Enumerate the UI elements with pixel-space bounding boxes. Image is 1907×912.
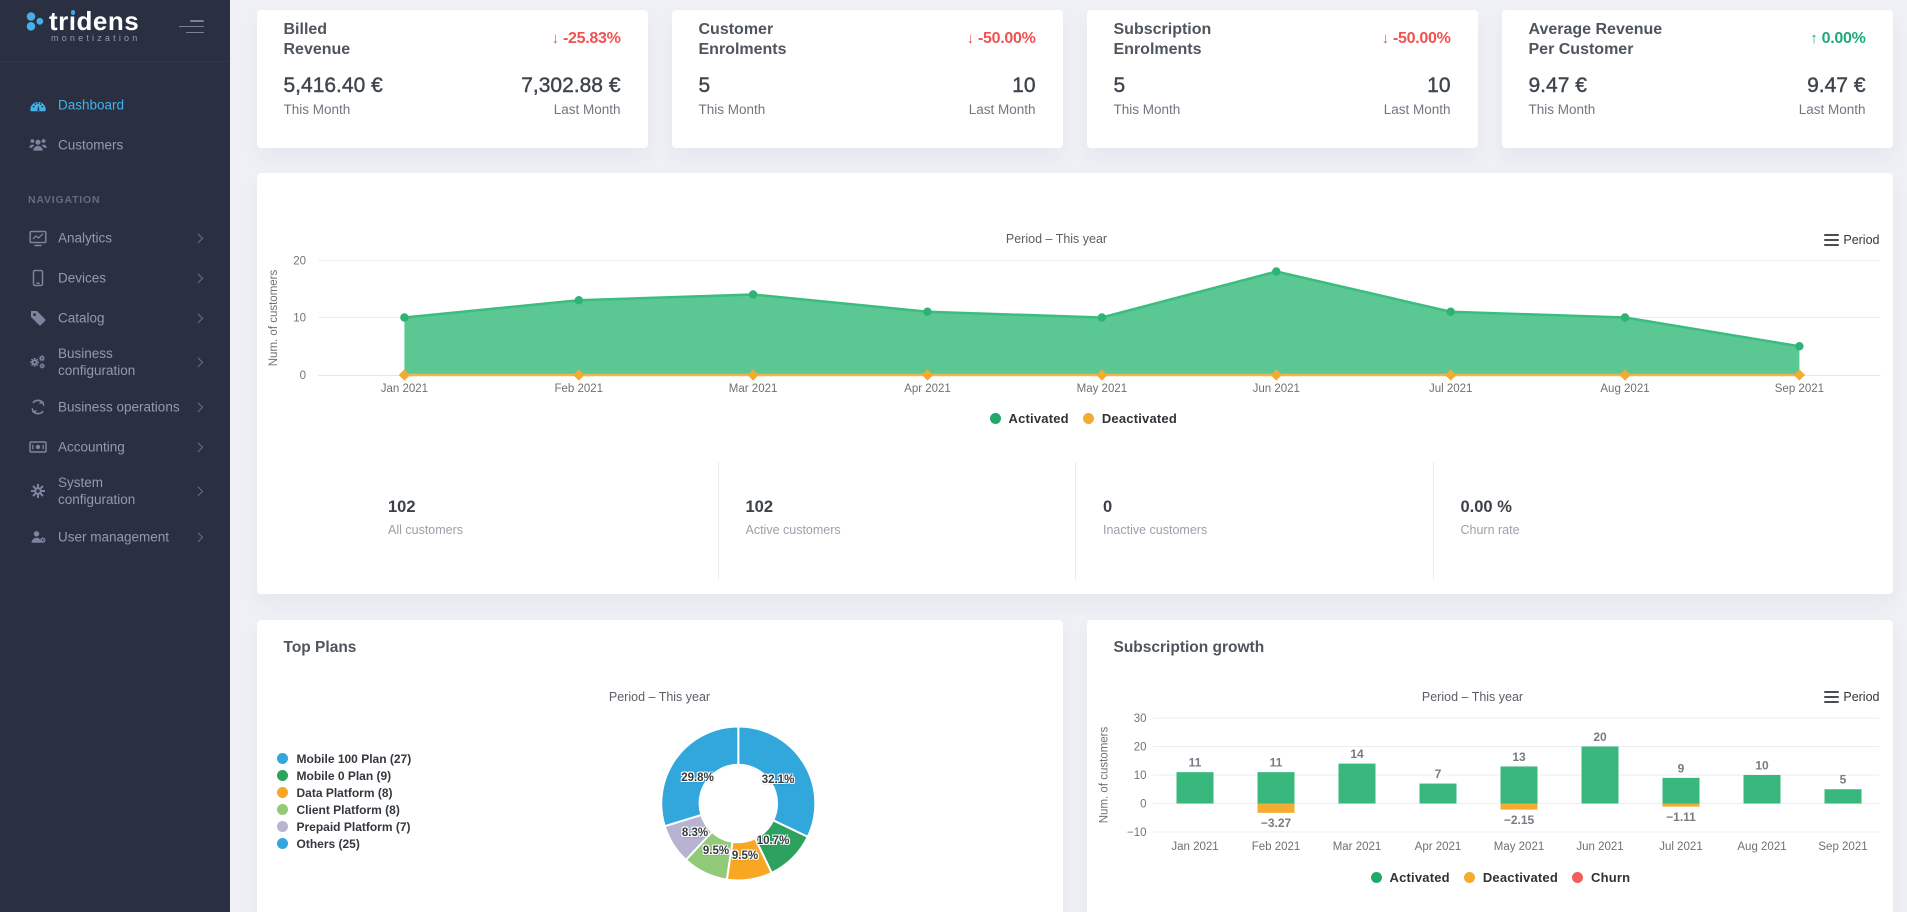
svg-text:Jun 2021: Jun 2021 — [1252, 383, 1299, 395]
svg-text:20: 20 — [1133, 742, 1146, 754]
svg-text:−2.15: −2.15 — [1503, 813, 1534, 827]
svg-text:−3.27: −3.27 — [1260, 816, 1291, 830]
svg-text:9: 9 — [1677, 761, 1684, 775]
svg-text:30: 30 — [1133, 713, 1146, 725]
svg-text:Num. of customers: Num. of customers — [268, 270, 280, 367]
svg-text:Sep 2021: Sep 2021 — [1774, 383, 1823, 395]
svg-text:10: 10 — [1755, 759, 1769, 773]
svg-text:11: 11 — [1188, 756, 1201, 770]
svg-text:Jan 2021: Jan 2021 — [1171, 841, 1218, 853]
svg-text:10: 10 — [293, 313, 306, 325]
svg-text:11: 11 — [1269, 756, 1282, 770]
svg-text:−1.11: −1.11 — [1666, 810, 1696, 824]
svg-text:20: 20 — [1593, 730, 1607, 744]
svg-text:Jan 2021: Jan 2021 — [380, 383, 427, 395]
svg-text:Apr 2021: Apr 2021 — [1414, 841, 1461, 853]
svg-text:0: 0 — [1140, 799, 1146, 811]
svg-text:Apr 2021: Apr 2021 — [904, 383, 951, 395]
svg-text:20: 20 — [293, 255, 306, 267]
svg-text:0: 0 — [299, 370, 305, 382]
svg-text:Aug 2021: Aug 2021 — [1737, 841, 1786, 853]
svg-text:Feb 2021: Feb 2021 — [554, 383, 603, 395]
svg-text:May 2021: May 2021 — [1076, 383, 1127, 395]
svg-text:Mar 2021: Mar 2021 — [1332, 841, 1381, 853]
svg-text:10: 10 — [1133, 770, 1146, 782]
svg-text:14: 14 — [1350, 747, 1364, 761]
svg-text:13: 13 — [1512, 750, 1526, 764]
svg-text:Aug 2021: Aug 2021 — [1600, 383, 1649, 395]
svg-text:Jun 2021: Jun 2021 — [1576, 841, 1623, 853]
svg-text:Num. of customers: Num. of customers — [1098, 727, 1110, 824]
svg-text:Jul 2021: Jul 2021 — [1659, 841, 1702, 853]
svg-text:Mar 2021: Mar 2021 — [728, 383, 777, 395]
svg-text:7: 7 — [1434, 767, 1441, 781]
svg-text:Jul 2021: Jul 2021 — [1428, 383, 1471, 395]
svg-text:Feb 2021: Feb 2021 — [1251, 841, 1300, 853]
svg-text:5: 5 — [1839, 773, 1846, 787]
svg-text:−10: −10 — [1126, 827, 1146, 839]
svg-text:Sep 2021: Sep 2021 — [1818, 841, 1867, 853]
svg-text:May 2021: May 2021 — [1493, 841, 1544, 853]
